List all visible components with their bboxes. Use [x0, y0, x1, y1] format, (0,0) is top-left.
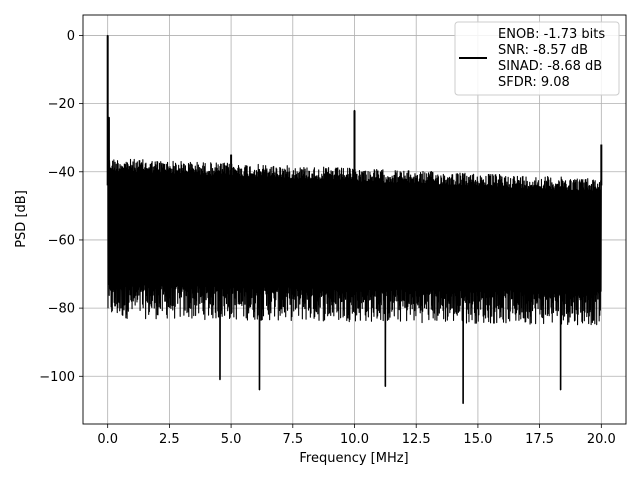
tick-layer: 0.0 2.5 5.0 7.5 10.0 12.5 15.0 17.5 20.0 0 −20 −40 −…: [39, 29, 616, 447]
x-tick-label: 12.5: [402, 432, 431, 447]
x-tick-label: 20.0: [587, 432, 616, 447]
x-tick-label: 0.0: [97, 432, 118, 447]
legend-line-sinad: SINAD: -8.68 dB: [498, 59, 602, 74]
y-tick-label: −40: [48, 165, 75, 180]
x-tick-label: 17.5: [525, 432, 554, 447]
legend-line-enob: ENOB: -1.73 bits: [498, 27, 605, 42]
legend-line-snr: SNR: -8.57 dB: [498, 43, 588, 58]
legend: ENOB: -1.73 bits SNR: -8.57 dB SINAD: -8…: [454, 21, 620, 96]
y-tick-label: −100: [39, 370, 75, 385]
y-tick-label: −60: [48, 233, 75, 248]
x-tick-label: 2.5: [159, 432, 180, 447]
series-layer: [106, 34, 603, 405]
y-tick-label: −80: [48, 302, 75, 317]
legend-line-sfdr: SFDR: 9.08: [498, 75, 570, 90]
x-tick-label: 15.0: [463, 432, 492, 447]
y-tick-label: −20: [48, 97, 75, 112]
x-tick-label: 10.0: [340, 432, 369, 447]
x-tick-label: 7.5: [282, 432, 303, 447]
x-tick-label: 5.0: [221, 432, 242, 447]
x-axis-label: Frequency [MHz]: [299, 451, 408, 466]
y-tick-label: 0: [67, 29, 75, 44]
y-axis-label: PSD [dB]: [14, 190, 29, 248]
psd-series-line: [107, 34, 602, 405]
legend-box: [454, 21, 620, 96]
